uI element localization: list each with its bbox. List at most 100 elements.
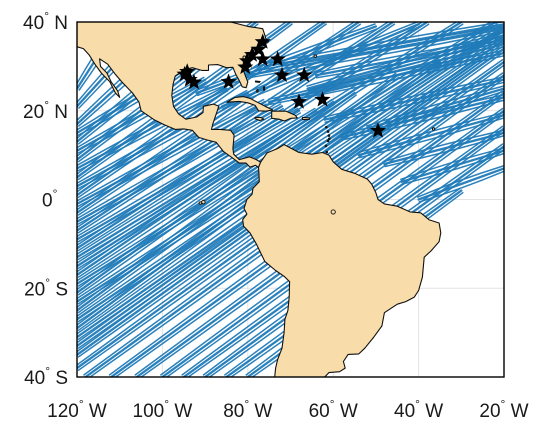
track-28-strand-2	[77, 94, 357, 296]
track-46-strand-0	[400, 147, 504, 181]
release-star-4	[237, 58, 254, 75]
track-51-strand-0	[220, 22, 419, 105]
track-35-strand-2	[77, 90, 229, 172]
track-35	[77, 85, 229, 172]
track-42	[340, 94, 504, 141]
track-33	[77, 98, 267, 207]
release-star-14	[181, 71, 198, 87]
lon-tick-1: 100° W	[133, 397, 193, 422]
track-30	[77, 107, 319, 261]
track-50-strand-1	[195, 25, 378, 95]
lesser-antilles-island-0	[325, 125, 328, 129]
south-america-land	[242, 143, 442, 377]
track-31	[77, 107, 302, 243]
track-42-strand-2	[341, 99, 504, 141]
track-32-strand-2	[77, 107, 284, 225]
track-47	[416, 165, 504, 203]
lat-tick-0: 40° N	[23, 9, 68, 34]
bahamas-island-1	[256, 88, 259, 93]
north-america-land	[77, 22, 267, 169]
small-island-0	[201, 200, 206, 205]
small-island-1	[198, 201, 203, 205]
track-50	[194, 23, 378, 97]
release-star-8	[296, 66, 313, 83]
map-frame	[76, 21, 505, 378]
release-star-15	[179, 63, 196, 79]
track-31-strand-0	[77, 107, 299, 238]
small-island-5	[313, 54, 317, 58]
track-33-strand-1	[77, 100, 267, 206]
track-36-strand-2	[77, 81, 208, 154]
track-49-strand-2	[264, 26, 504, 70]
hispaniola-island	[271, 110, 298, 122]
track-42-strand-1	[340, 96, 504, 139]
release-star-11	[370, 122, 387, 138]
track-27-strand-0	[77, 72, 397, 309]
track-52-strand-1	[314, 38, 504, 77]
track-46-strand-2	[401, 152, 504, 185]
release-star-16	[185, 73, 203, 90]
track-51-strand-1	[221, 23, 420, 108]
track-50-strand-0	[194, 23, 376, 92]
lesser-antilles-island-6	[325, 150, 329, 154]
release-star-1	[250, 41, 267, 57]
track-52-strand-2	[315, 41, 504, 79]
track-41-strand-0	[323, 76, 504, 118]
lon-tick-3: 60° W	[309, 397, 358, 422]
track-32-strand-1	[77, 105, 284, 223]
release-sites	[176, 33, 387, 138]
release-star-7	[273, 66, 290, 83]
lesser-antilles-island-5	[324, 144, 328, 148]
lat-tick-2: 0°	[42, 187, 68, 212]
latitude-tick-labels: 40° N 20° N 0° 20° S 40° S	[23, 9, 68, 389]
track-46-strand-1	[400, 149, 504, 183]
svg-text:80° W: 80° W	[223, 397, 272, 422]
lat-tick-4: 40° S	[24, 364, 68, 389]
track-43-strand-2	[358, 117, 504, 159]
track-41-strand-2	[324, 81, 504, 123]
track-42-strand-0	[340, 94, 504, 136]
svg-text:20° N: 20° N	[23, 98, 68, 123]
release-star-10	[314, 91, 331, 107]
release-star-5	[254, 50, 271, 67]
land-masses	[77, 22, 442, 377]
track-47-strand-1	[417, 167, 504, 201]
track-48-strand-1	[246, 27, 504, 77]
track-44-strand-2	[367, 90, 504, 132]
track-46	[400, 147, 504, 185]
track-47-strand-2	[418, 170, 504, 203]
track-44	[365, 85, 504, 132]
track-45-strand-1	[383, 131, 504, 166]
track-30-strand-1	[77, 109, 318, 259]
track-33-strand-0	[77, 98, 265, 202]
track-45-strand-2	[384, 134, 504, 168]
bahamas-island-0	[254, 80, 261, 83]
svg-text:120° W: 120° W	[47, 397, 107, 422]
track-7-strand-1	[77, 22, 395, 232]
track-36-strand-0	[77, 76, 205, 149]
lon-tick-0: 120° W	[47, 397, 107, 422]
svg-text:40° N: 40° N	[23, 9, 68, 34]
track-43-strand-1	[357, 114, 504, 157]
release-star-3	[238, 52, 255, 68]
track-45-strand-0	[383, 129, 504, 163]
lon-tick-4: 40° W	[394, 397, 443, 422]
lesser-antilles-island-1	[326, 130, 330, 133]
svg-text:100° W: 100° W	[133, 397, 193, 422]
lat-tick-3: 20° S	[24, 275, 68, 300]
svg-text:20° S: 20° S	[24, 275, 68, 300]
svg-text:20° W: 20° W	[479, 397, 528, 422]
svg-text:40° S: 40° S	[24, 364, 68, 389]
release-star-0	[254, 33, 271, 49]
track-39-strand-2	[290, 46, 504, 101]
small-island-6	[431, 127, 436, 131]
track-44-strand-0	[365, 85, 504, 127]
track-39-strand-1	[289, 43, 504, 99]
track-52-strand-0	[314, 36, 504, 74]
svg-text:0°: 0°	[42, 187, 68, 212]
track-33-strand-2	[77, 103, 267, 207]
lesser-antilles-island-3	[328, 137, 331, 141]
track-47-strand-0	[416, 165, 504, 198]
release-star-9	[291, 93, 308, 109]
track-27-strand-1	[77, 74, 399, 312]
